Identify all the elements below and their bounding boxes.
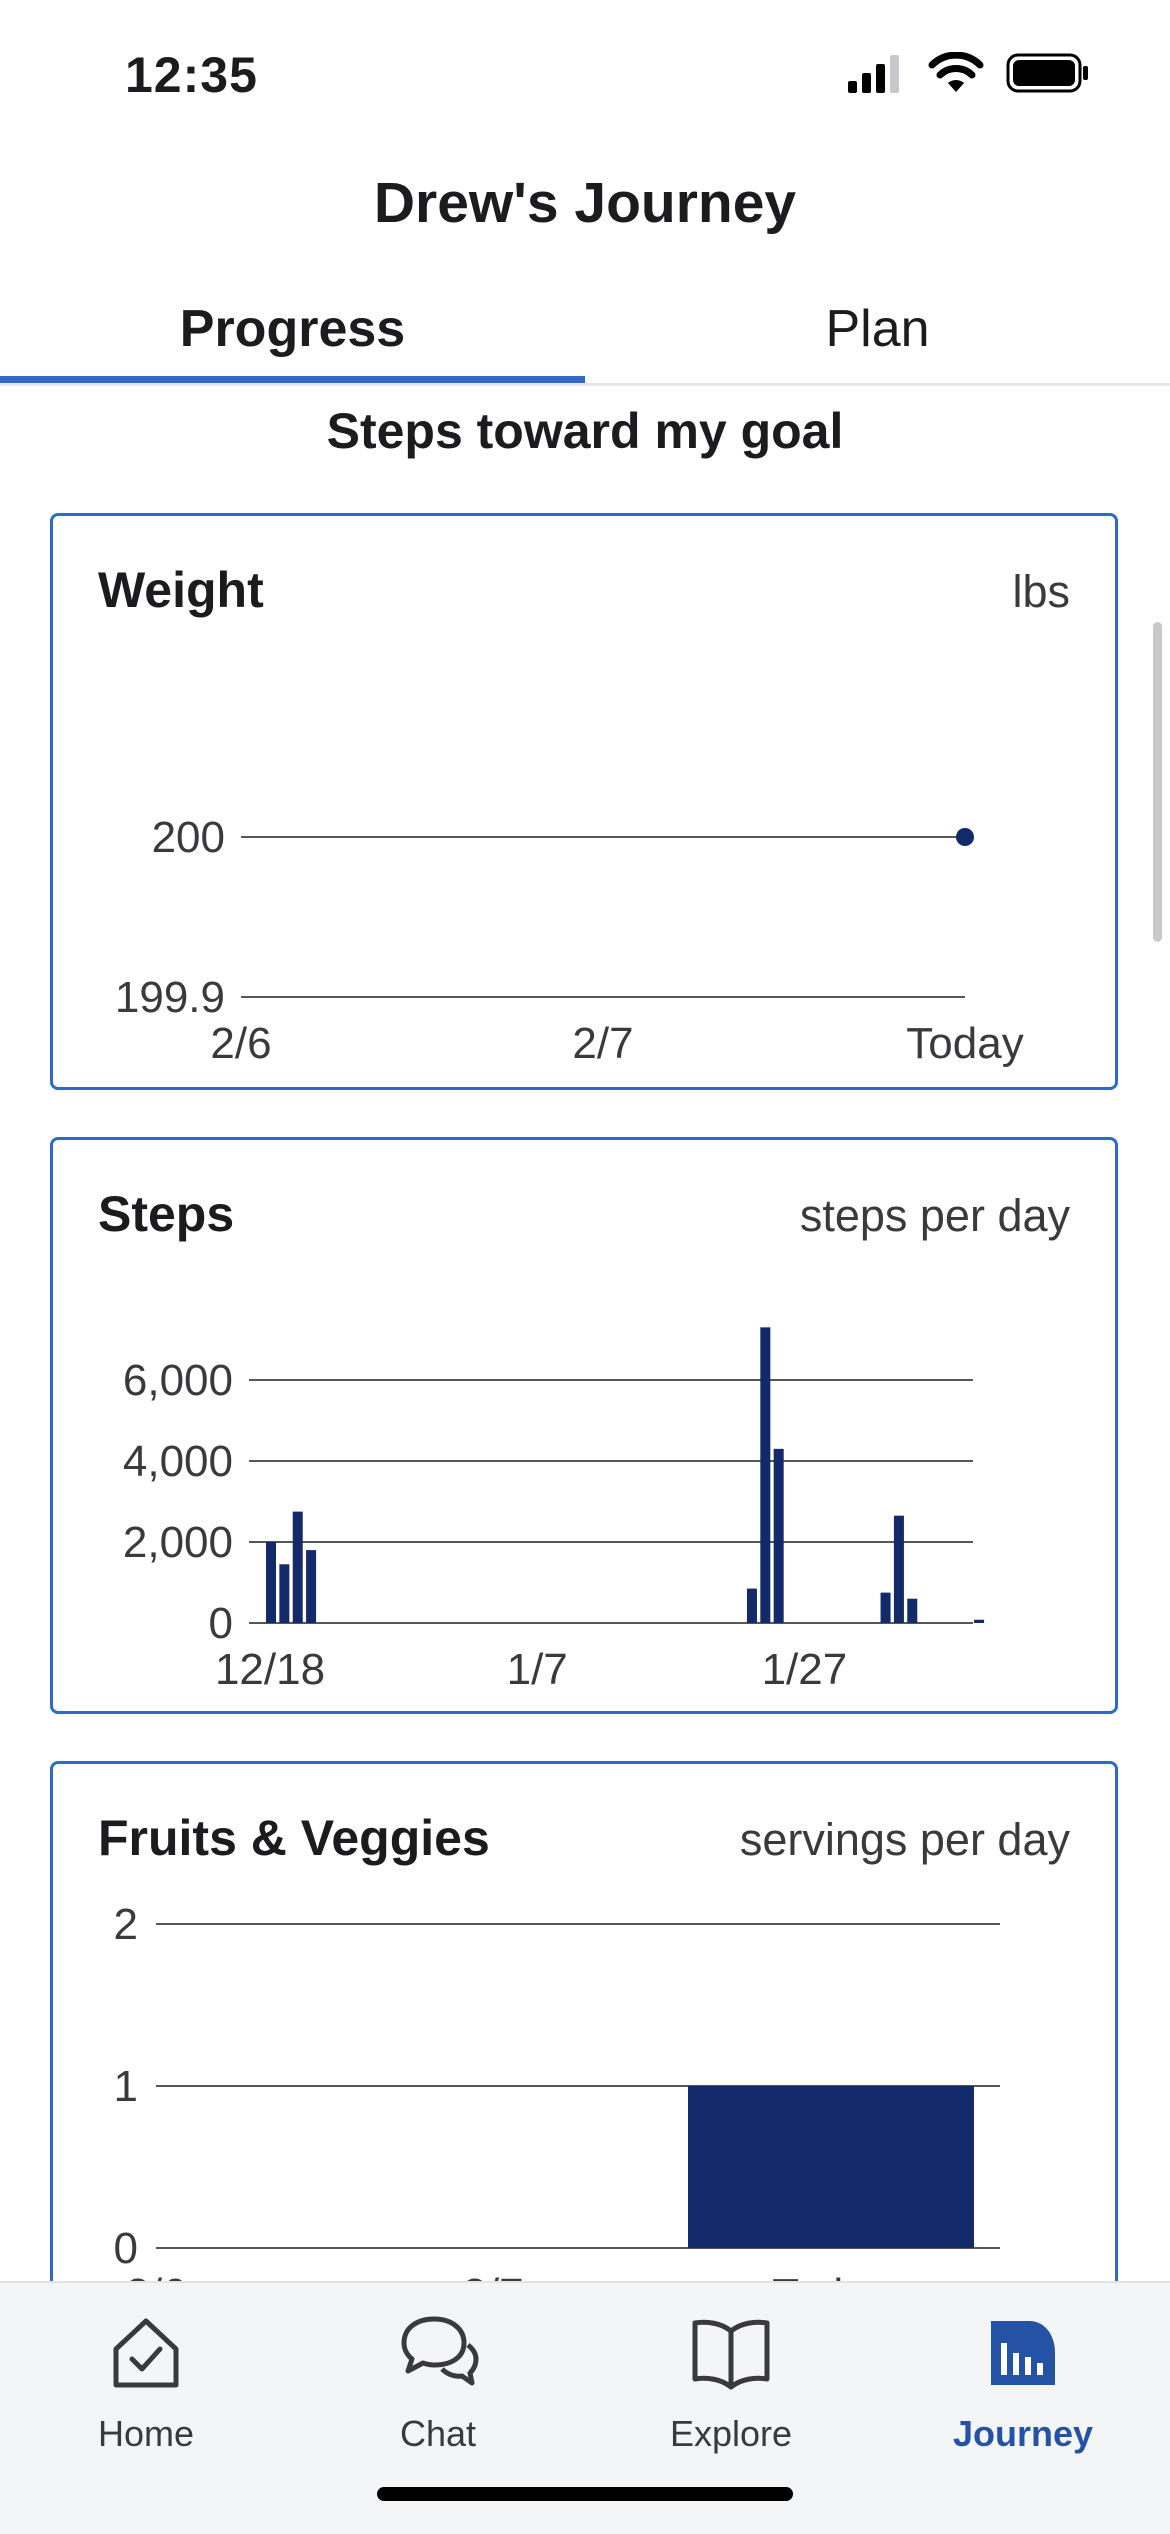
open-book-icon <box>692 2319 770 2390</box>
bottom-tab-label: Home <box>97 2413 195 2454</box>
bar <box>773 1448 784 1623</box>
cellular-signal-icon <box>848 55 899 93</box>
chat-bubbles-icon <box>401 2316 479 2386</box>
bottom-tab-home[interactable]: Home <box>0 2303 292 2455</box>
section-title: Steps toward my goal <box>326 403 844 459</box>
bottom-tab-chat[interactable]: Chat <box>292 2303 584 2455</box>
bottom-tab-label: Journey <box>952 2413 1094 2454</box>
steps-card[interactable]: Steps steps per day 6,000 4,000 2,000 0 12/1… <box>50 1137 1118 1714</box>
bar <box>907 1598 918 1623</box>
tab-plan[interactable]: Plan <box>825 300 930 358</box>
x-tick-label: 1/7 <box>507 1645 568 1694</box>
bottom-tab-label: Chat <box>399 2413 477 2454</box>
card-title: Steps <box>98 1186 235 1242</box>
x-tick-label: 1/27 <box>762 1645 848 1694</box>
tab-bar: Progress Plan <box>0 285 1170 386</box>
y-tick-label: 1 <box>114 2062 138 2111</box>
home-indicator[interactable] <box>377 2487 793 2501</box>
bar <box>760 1327 771 1623</box>
y-tick-label: 199.9 <box>115 973 225 1022</box>
status-bar: 12:35 <box>0 0 1170 150</box>
wifi-icon <box>928 52 984 92</box>
page-title: Drew's Journey <box>373 171 797 235</box>
card-unit: servings per day <box>739 1814 1070 1865</box>
home-check-icon <box>113 2318 179 2388</box>
y-tick-label: 2 <box>114 1900 138 1949</box>
x-tick-label: 2/6 <box>210 1019 271 1068</box>
y-tick-label: 0 <box>114 2224 138 2273</box>
y-tick-label: 6,000 <box>123 1356 233 1405</box>
bar <box>688 2086 974 2248</box>
bar <box>279 1564 290 1623</box>
x-tick-label: 2/7 <box>572 1019 633 1068</box>
data-point <box>956 828 974 846</box>
y-tick-label: 4,000 <box>123 1437 233 1486</box>
weight-card[interactable]: Weight lbs 200 199.9 2/6 2/7 Today <box>50 513 1118 1090</box>
x-tick-label: Today <box>906 1019 1023 1068</box>
card-title: Weight <box>98 562 264 618</box>
scrollbar[interactable] <box>1153 622 1162 942</box>
bar <box>880 1592 891 1623</box>
tab-progress[interactable]: Progress <box>179 300 406 358</box>
battery-icon <box>1006 53 1088 93</box>
active-tab-indicator <box>0 376 585 383</box>
y-tick-label: 200 <box>152 813 225 862</box>
bottom-tab-label: Explore <box>669 2413 793 2454</box>
y-tick-label: 0 <box>209 1599 233 1648</box>
bar-chart-icon <box>991 2321 1055 2385</box>
bar <box>893 1515 904 1623</box>
x-tick-label: 12/18 <box>215 1645 325 1694</box>
bar <box>266 1542 276 1623</box>
bar <box>746 1588 757 1623</box>
bottom-tab-explore[interactable]: Explore <box>585 2303 877 2455</box>
status-time: 12:35 <box>125 47 258 103</box>
fruits-veggies-card[interactable]: Fruits & Veggies servings per day 2102/6… <box>50 1761 1118 2361</box>
weight-chart: 200 199.92/6 2/7 Today <box>115 813 1024 1068</box>
bar <box>306 1550 317 1623</box>
card-title: Fruits & Veggies <box>98 1810 490 1866</box>
steps-chart: 6,000 4,000 2,000 012/18 1/7 1/27 <box>123 1327 985 1694</box>
bar <box>974 1619 985 1623</box>
card-unit: steps per day <box>799 1190 1070 1241</box>
bar <box>292 1511 303 1623</box>
card-unit: lbs <box>1012 566 1070 617</box>
y-tick-label: 2,000 <box>123 1518 233 1567</box>
status-icons <box>846 52 1090 94</box>
bottom-tab-journey[interactable]: Journey <box>877 2303 1169 2455</box>
